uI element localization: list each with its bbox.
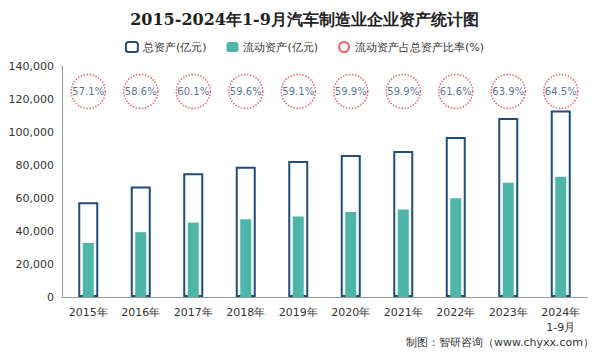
svg-text:57.1%: 57.1% (72, 86, 104, 97)
svg-text:59.9%: 59.9% (335, 86, 367, 97)
svg-text:2016年: 2016年 (121, 306, 160, 319)
svg-text:流动资产占总资产比率(%): 流动资产占总资产比率(%) (355, 41, 484, 54)
svg-text:60.1%: 60.1% (177, 86, 209, 97)
svg-text:61.6%: 61.6% (440, 86, 472, 97)
svg-text:2022年: 2022年 (436, 306, 475, 319)
svg-text:总资产(亿元): 总资产(亿元) (142, 41, 207, 54)
svg-text:2017年: 2017年 (174, 306, 213, 319)
svg-text:制图：智研咨询（www.chyxx.com）: 制图：智研咨询（www.chyxx.com） (406, 336, 594, 349)
svg-text:58.6%: 58.6% (125, 86, 157, 97)
svg-text:64.5%: 64.5% (545, 86, 577, 97)
svg-text:2020年: 2020年 (331, 306, 370, 319)
svg-text:2018年: 2018年 (226, 306, 265, 319)
svg-text:80,000: 80,000 (16, 159, 55, 172)
svg-text:100,000: 100,000 (9, 126, 55, 139)
svg-text:63.9%: 63.9% (492, 86, 524, 97)
svg-text:2015-2024年1-9月汽车制造业企业资产统计图: 2015-2024年1-9月汽车制造业企业资产统计图 (130, 10, 479, 29)
svg-text:20,000: 20,000 (16, 258, 55, 271)
svg-text:40,000: 40,000 (16, 225, 55, 238)
svg-text:2023年: 2023年 (489, 306, 528, 319)
svg-text:0: 0 (47, 291, 54, 304)
svg-text:2019年: 2019年 (279, 306, 318, 319)
svg-text:2015年: 2015年 (69, 306, 108, 319)
svg-text:59.6%: 59.6% (230, 86, 262, 97)
svg-text:2021年: 2021年 (384, 306, 423, 319)
svg-text:1-9月: 1-9月 (546, 321, 575, 334)
svg-text:59.1%: 59.1% (282, 86, 314, 97)
svg-text:60,000: 60,000 (16, 192, 55, 205)
svg-text:流动资产(亿元): 流动资产(亿元) (243, 41, 318, 54)
svg-text:59.9%: 59.9% (387, 86, 419, 97)
svg-text:120,000: 120,000 (9, 93, 55, 106)
svg-text:2024年: 2024年 (541, 306, 580, 319)
svg-text:140,000: 140,000 (9, 60, 55, 73)
